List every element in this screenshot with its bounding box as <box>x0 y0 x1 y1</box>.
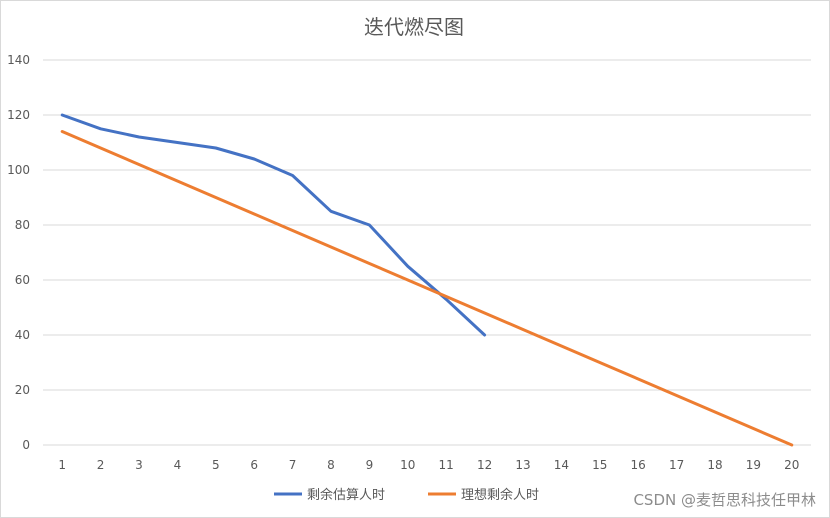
x-tick-label: 6 <box>250 458 258 472</box>
x-tick-label: 4 <box>174 458 182 472</box>
y-tick-label: 20 <box>15 383 30 397</box>
series-line-1 <box>60 130 794 447</box>
x-tick-label: 17 <box>669 458 684 472</box>
x-tick-label: 20 <box>784 458 799 472</box>
x-tick-label: 14 <box>554 458 569 472</box>
x-tick-label: 5 <box>212 458 220 472</box>
x-tick-label: 9 <box>366 458 374 472</box>
legend-label-0: 剩余估算人时 <box>307 487 385 503</box>
x-tick-label: 11 <box>439 458 454 472</box>
x-tick-label: 3 <box>135 458 143 472</box>
y-axis-ticks: 0 20 40 60 80 100 120 140 <box>7 53 30 452</box>
x-tick-label: 12 <box>477 458 492 472</box>
x-tick-label: 10 <box>400 458 415 472</box>
y-tick-label: 0 <box>22 438 30 452</box>
series-lines <box>60 113 794 447</box>
y-tick-label: 120 <box>7 108 30 122</box>
y-tick-label: 80 <box>15 218 30 232</box>
x-tick-label: 7 <box>289 458 297 472</box>
x-tick-label: 19 <box>746 458 761 472</box>
x-tick-label: 8 <box>327 458 335 472</box>
series-line-0 <box>60 113 487 337</box>
legend: 剩余估算人时 理想剩余人时 <box>274 487 539 503</box>
gridlines <box>43 59 811 446</box>
y-tick-label: 60 <box>15 273 30 287</box>
x-tick-label: 16 <box>631 458 646 472</box>
x-tick-label: 2 <box>97 458 105 472</box>
x-tick-label: 15 <box>592 458 607 472</box>
y-tick-label: 140 <box>7 53 30 67</box>
y-tick-label: 100 <box>7 163 30 177</box>
x-axis-ticks: 1 2 3 4 5 6 7 8 9 10 11 12 13 14 15 16 17 18 19 20 <box>58 458 799 472</box>
chart-title: 迭代燃尽图 <box>364 15 464 39</box>
legend-label-1: 理想剩余人时 <box>461 487 539 503</box>
x-tick-label: 13 <box>515 458 530 472</box>
x-tick-label: 18 <box>707 458 722 472</box>
watermark: CSDN @麦哲思科技任甲林 <box>633 491 816 509</box>
y-tick-label: 40 <box>15 328 30 342</box>
x-tick-label: 1 <box>58 458 66 472</box>
